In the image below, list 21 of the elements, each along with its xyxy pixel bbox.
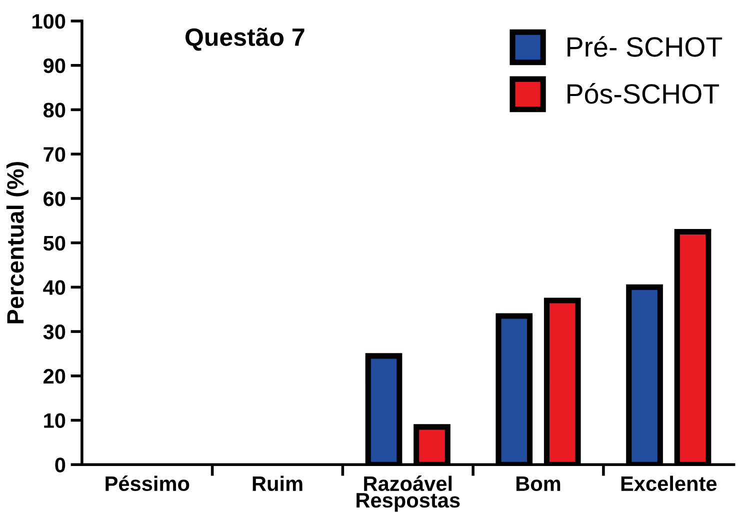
y-axis-title: Percentual (%) bbox=[6, 162, 28, 324]
x-tick-label: Excelente bbox=[621, 476, 717, 492]
y-tick-label: 0 bbox=[55, 458, 66, 472]
y-tick-label: 10 bbox=[44, 413, 66, 428]
x-tick-label: Péssimo bbox=[106, 476, 190, 492]
y-tick-label: 90 bbox=[44, 58, 66, 74]
y-tick-label: 20 bbox=[44, 368, 66, 384]
x-axis-title: Respostas bbox=[356, 493, 460, 512]
chart-title: Questão 7 bbox=[186, 28, 304, 51]
x-tick-label: Ruim bbox=[252, 476, 302, 492]
x-tick-label: Bom bbox=[516, 476, 560, 492]
legend-label: Pós-SCHOT bbox=[568, 83, 720, 104]
legend-label: Pré- SCHOT bbox=[568, 36, 722, 57]
y-tick-label: 80 bbox=[43, 102, 66, 118]
y-tick-label: 60 bbox=[44, 191, 66, 206]
y-tick-label: 30 bbox=[43, 324, 66, 340]
x-tick-label: Razoável bbox=[364, 476, 452, 492]
y-tick-label: 100 bbox=[32, 14, 66, 29]
y-tick-label: 50 bbox=[43, 236, 66, 251]
y-tick-label: 70 bbox=[44, 147, 66, 162]
y-tick-label: 40 bbox=[43, 280, 66, 295]
